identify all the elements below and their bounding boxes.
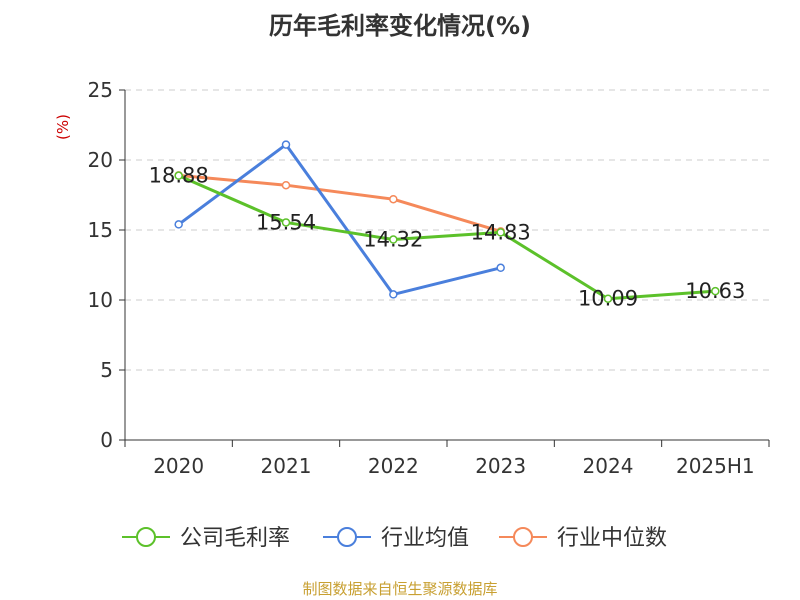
chart-title: 历年毛利率变化情况(%) (269, 12, 531, 40)
legend-marker (513, 527, 533, 547)
data-label: 15.54 (256, 210, 316, 234)
x-tick-label: 2024 (583, 454, 634, 478)
legend-marker (337, 527, 357, 547)
x-tick-label: 2021 (261, 454, 312, 478)
series-line-0 (178, 174, 716, 301)
y-tick-label: 5 (100, 358, 113, 382)
data-label: 18.88 (149, 164, 209, 188)
data-point (281, 140, 291, 149)
data-point (389, 235, 398, 244)
y-tick-label: 10 (88, 288, 113, 312)
y-tick-label: 20 (88, 148, 113, 172)
y-tick-label: 0 (100, 428, 113, 452)
y-tick-label: 15 (88, 218, 113, 242)
legend-label: 行业中位数 (557, 526, 667, 551)
legend-label: 行业均值 (381, 526, 469, 551)
x-tick-label: 2020 (153, 454, 204, 478)
x-tick-label: 2025H1 (676, 454, 755, 478)
data-point (389, 194, 398, 204)
data-point (496, 228, 505, 237)
data-point (281, 180, 291, 190)
legend-label: 公司毛利率 (180, 526, 290, 551)
data-point (496, 263, 505, 273)
data-label: 10.09 (578, 287, 638, 311)
x-tick-label: 2023 (475, 454, 526, 478)
y-axis-label: (%) (54, 114, 72, 140)
data-point (174, 171, 183, 180)
data-point (174, 220, 183, 229)
series-line-2 (178, 173, 502, 233)
y-tick-label: 25 (88, 78, 113, 102)
source-note: 制图数据来自恒生聚源数据库 (302, 580, 498, 598)
data-label: 14.83 (471, 220, 531, 244)
data-point (281, 218, 291, 227)
data-label: 14.32 (363, 228, 423, 252)
series-line-1 (177, 143, 502, 296)
x-tick-label: 2022 (368, 454, 419, 478)
data-point (711, 286, 720, 296)
data-point (603, 294, 613, 303)
legend-marker (136, 527, 156, 547)
data-label: 10.63 (685, 279, 745, 303)
data-point (389, 290, 398, 299)
